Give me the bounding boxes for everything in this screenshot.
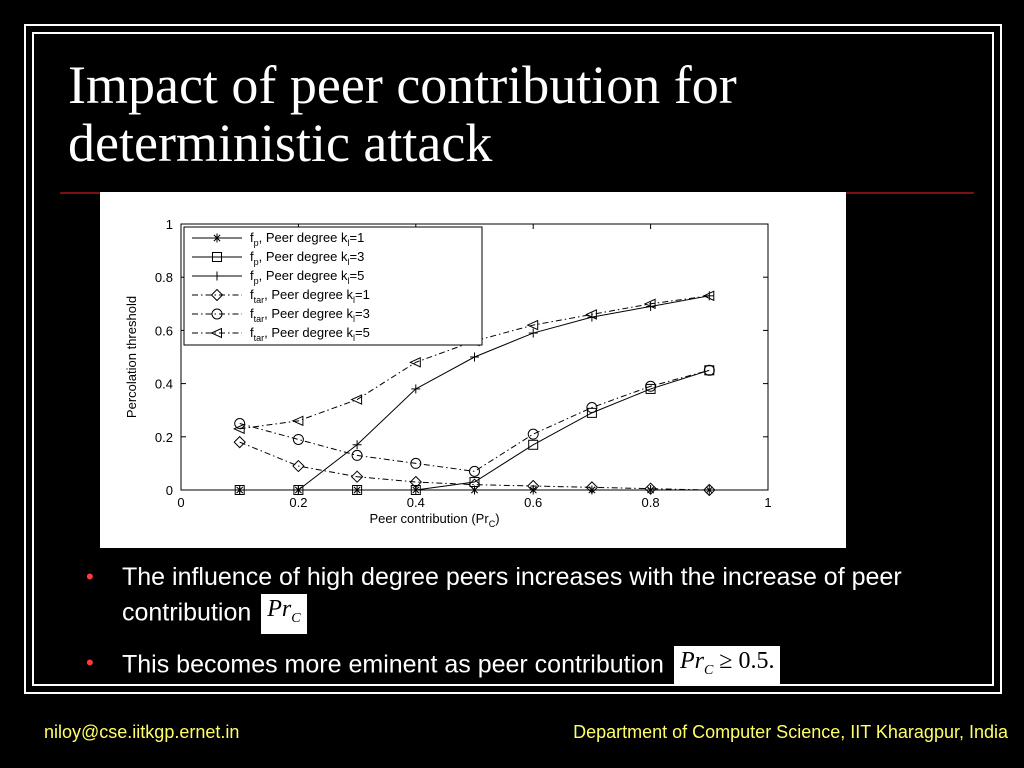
bullet-dot-icon: • xyxy=(86,649,94,675)
bullet-list: • The influence of high degree peers inc… xyxy=(86,560,986,698)
marker-diamond xyxy=(350,470,364,483)
marker-diamond xyxy=(409,475,423,489)
marker-diamond xyxy=(585,481,599,494)
marker-triangle xyxy=(210,327,222,339)
title-line-1: Impact of peer contribution for xyxy=(68,55,737,115)
marker-triangle xyxy=(526,319,539,331)
marker-circle xyxy=(586,402,598,414)
marker-diamond xyxy=(210,288,224,302)
series-line xyxy=(239,369,710,472)
math-main-1: Pr xyxy=(267,596,292,622)
chart-container: 0 0.2 0.4 0.6 0.8 1 0 0.2 0.4 0.6 0.8 1 Peer contrib… xyxy=(100,192,846,548)
marker-circle xyxy=(527,428,539,440)
marker-triangle xyxy=(585,309,597,320)
marker-triangle xyxy=(643,298,656,310)
x-tick-label: 0 xyxy=(177,495,184,510)
series-1 xyxy=(234,365,715,495)
legend-label: ftar, Peer degree kl=1 xyxy=(250,287,370,305)
marker-square xyxy=(469,477,480,488)
x-axis-label: Peer contribution (PrC) xyxy=(369,511,499,529)
math-main-2: Pr xyxy=(679,647,704,674)
legend-box xyxy=(183,226,483,346)
marker-triangle xyxy=(702,290,715,302)
y-axis-label: Percolation threshold xyxy=(124,296,139,418)
series-line xyxy=(239,369,710,491)
x-tick-label: 0.2 xyxy=(289,495,307,510)
legend-label: fp, Peer degree kl=5 xyxy=(250,268,364,286)
x-tick-label: 0.6 xyxy=(524,495,542,510)
marker-circle xyxy=(703,364,715,376)
math-pr-c-2: PrC ≥ 0.5. xyxy=(673,645,781,686)
bullet-text-1: The influence of high degree peers incre… xyxy=(122,563,902,627)
legend-label: ftar, Peer degree kl=3 xyxy=(250,306,370,324)
percolation-chart: 0 0.2 0.4 0.6 0.8 1 0 0.2 0.4 0.6 0.8 1 Peer contrib… xyxy=(124,217,772,529)
marker-square xyxy=(352,485,363,495)
footer-department: Department of Computer Science, IIT Khar… xyxy=(573,722,1008,742)
series-line xyxy=(239,441,710,491)
marker-triangle xyxy=(409,357,421,368)
legend-label: fp, Peer degree kl=3 xyxy=(250,249,364,267)
legend: fp, Peer degree kl=1fp, Peer degree kl=3… xyxy=(183,226,483,346)
marker-square xyxy=(586,407,597,418)
y-tick-label: 0.6 xyxy=(155,323,173,338)
bullet-item-1: • The influence of high degree peers inc… xyxy=(86,560,986,634)
series-4 xyxy=(234,364,715,477)
marker-circle xyxy=(292,433,304,445)
marker-square xyxy=(410,485,421,495)
bullet-dot-icon: • xyxy=(86,564,94,589)
x-tick-label: 1 xyxy=(764,495,771,510)
y-tick-label: 0.8 xyxy=(155,270,173,285)
bullet-text-2: This becomes more eminent as peer contri… xyxy=(122,650,664,679)
marker-square xyxy=(212,252,222,262)
y-tick-label: 0 xyxy=(166,483,173,498)
math-sub-2: C xyxy=(703,662,714,678)
legend-label: ftar, Peer degree kl=5 xyxy=(250,325,370,343)
bullet-item-2: • This becomes more eminent as peer cont… xyxy=(86,645,986,686)
marker-circle xyxy=(645,380,657,392)
series-3 xyxy=(233,435,716,497)
marker-star xyxy=(705,486,713,494)
math-pr-c-1: PrC xyxy=(261,594,307,634)
slide-frame-outer xyxy=(24,24,1002,694)
marker-diamond xyxy=(644,482,657,495)
y-tick-label: 0.2 xyxy=(155,430,173,445)
marker-diamond xyxy=(703,483,716,497)
slide-frame-inner xyxy=(32,32,994,686)
marker-square xyxy=(528,439,539,450)
math-rest-2: ≥ 0.5. xyxy=(713,647,775,674)
x-tick-label: 0.8 xyxy=(642,495,660,510)
x-tick-label: 0.4 xyxy=(407,495,425,510)
slide-title: Impact of peer contribution for determin… xyxy=(68,56,968,172)
y-tick-label: 0.4 xyxy=(155,377,173,392)
marker-triangle xyxy=(232,423,245,435)
marker-square xyxy=(704,365,715,376)
marker-diamond xyxy=(233,435,246,449)
marker-star xyxy=(213,234,221,242)
footer-email: niloy@cse.iitkgp.ernet.in xyxy=(44,722,240,742)
marker-star xyxy=(529,486,537,494)
marker-triangle xyxy=(350,394,363,405)
math-sub-1: C xyxy=(291,610,301,626)
marker-triangle xyxy=(291,415,304,427)
marker-circle xyxy=(211,308,223,320)
marker-diamond xyxy=(292,459,305,473)
marker-circle xyxy=(410,457,422,469)
marker-circle xyxy=(469,465,480,477)
y-tick-label: 1 xyxy=(166,217,173,232)
legend-label: fp, Peer degree kl=1 xyxy=(250,230,364,248)
marker-star xyxy=(588,486,596,494)
marker-circle xyxy=(351,449,363,461)
marker-diamond xyxy=(468,478,481,491)
marker-diamond xyxy=(526,479,540,493)
title-line-2: deterministic attack xyxy=(68,113,493,173)
